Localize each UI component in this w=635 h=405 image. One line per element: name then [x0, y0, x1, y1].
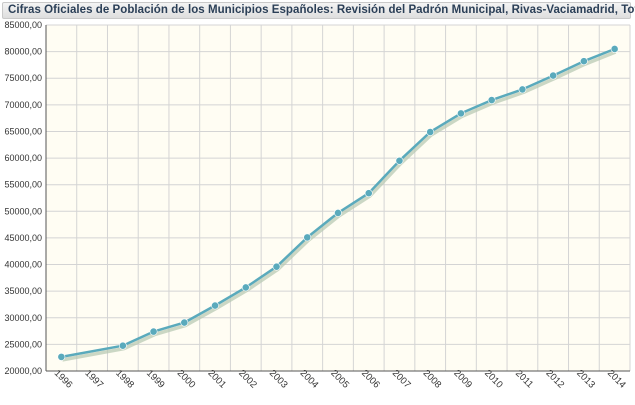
y-tick-label: 50000,00 [4, 206, 42, 216]
data-point[interactable] [118, 341, 127, 350]
data-point[interactable] [518, 85, 527, 94]
y-tick-label: 25000,00 [4, 339, 42, 349]
y-tick-label: 65000,00 [4, 126, 42, 136]
y-tick-label: 85000,00 [4, 20, 42, 30]
data-point[interactable] [149, 327, 158, 336]
y-tick-label: 45000,00 [4, 233, 42, 243]
data-point[interactable] [457, 109, 465, 118]
data-point[interactable] [303, 233, 312, 242]
chart-title-bar: Cifras Oficiales de Población de los Mun… [2, 2, 635, 19]
data-point[interactable] [364, 189, 373, 198]
data-point[interactable] [241, 283, 250, 292]
data-point[interactable] [549, 71, 558, 80]
data-point[interactable] [211, 301, 219, 310]
series-total [57, 45, 619, 362]
data-point[interactable] [334, 209, 342, 217]
y-tick-label: 80000,00 [4, 47, 42, 57]
data-point[interactable] [180, 318, 189, 327]
data-point[interactable] [57, 352, 66, 361]
data-point[interactable] [487, 96, 496, 104]
y-tick-label: 55000,00 [4, 180, 42, 190]
y-tick-label: 20000,00 [4, 366, 42, 376]
y-axis-tick-labels: 20000,00 25000,00 30000,00 35000,00 40000,00… [4, 20, 42, 376]
series-line [61, 47, 616, 359]
axes [45, 25, 630, 372]
y-tick-label: 60000,00 [4, 153, 42, 163]
data-point[interactable] [272, 262, 281, 271]
y-tick-label: 75000,00 [4, 73, 42, 83]
plot-area [46, 25, 630, 371]
series-line-shadow [62, 50, 617, 362]
chart-title: Cifras Oficiales de Población de los Mun… [8, 4, 635, 16]
data-point[interactable] [426, 128, 435, 136]
data-point[interactable] [610, 45, 619, 53]
y-tick-label: 40000,00 [4, 260, 42, 270]
data-point[interactable] [579, 57, 588, 66]
y-tick-label: 70000,00 [4, 100, 42, 110]
y-tick-label: 30000,00 [4, 313, 42, 323]
data-point[interactable] [395, 156, 404, 165]
y-tick-label: 35000,00 [4, 286, 42, 296]
